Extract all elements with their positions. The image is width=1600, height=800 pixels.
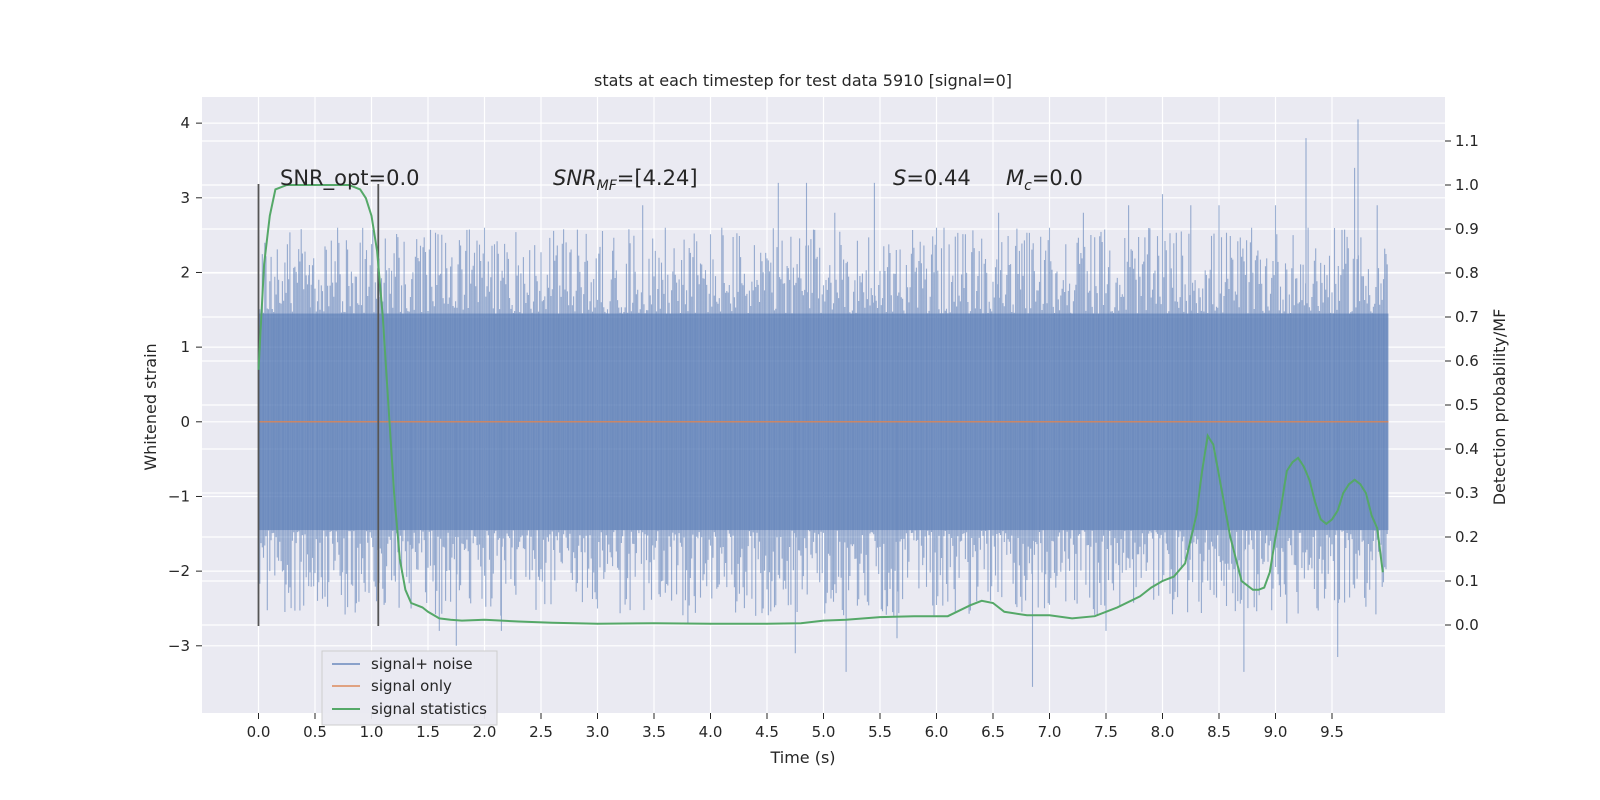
s-value: =0.44 (906, 166, 970, 190)
mc-base: M (1006, 166, 1024, 190)
mc-sub: c (1024, 178, 1032, 194)
y2-tick-label: 1.1 (1455, 132, 1479, 150)
x-tick-label: 2.0 (473, 723, 497, 741)
y2-tick-label: 0.8 (1455, 264, 1479, 282)
annotation-mc: Mc=0.0 (1006, 166, 1083, 194)
x-tick-label: 4.0 (699, 723, 723, 741)
x-tick-label: 7.5 (1094, 723, 1118, 741)
y-tick-label: −3 (168, 637, 190, 655)
x-tick-label: 5.0 (812, 723, 836, 741)
y-tick-label: 0 (180, 413, 190, 431)
y-tick-label: 2 (180, 263, 190, 281)
chart-title: stats at each timestep for test data 591… (594, 71, 1012, 90)
x-tick-label: 7.0 (1038, 723, 1062, 741)
x-tick-label: 1.5 (416, 723, 440, 741)
y-axis-label: Whitened strain (141, 343, 160, 470)
y2-axis-label: Detection probability/MF (1490, 309, 1509, 506)
annotation-snr-mf: SNRMF=[4.24] (553, 166, 698, 194)
y2-axis-ticks: 1.1 1.0 0.9 0.8 0.7 0.6 0.5 0.4 0.3 0.2 0.1 0.0 (1445, 132, 1479, 634)
y-tick-label: 3 (180, 189, 190, 207)
x-tick-label: 0.0 (247, 723, 271, 741)
x-tick-label: 6.5 (981, 723, 1005, 741)
x-tick-label: 6.0 (925, 723, 949, 741)
x-tick-label: 8.5 (1207, 723, 1231, 741)
snr-mf-sub: MF (597, 178, 618, 194)
legend-label-noise: signal+ noise (371, 655, 473, 673)
y2-tick-label: 0.1 (1455, 572, 1479, 590)
x-tick-label: 3.0 (586, 723, 610, 741)
y2-tick-label: 0.5 (1455, 396, 1479, 414)
x-tick-label: 2.5 (529, 723, 553, 741)
legend-label-signal: signal only (371, 677, 452, 695)
annotation-s: S=0.44 (893, 166, 971, 190)
x-tick-label: 8.0 (1151, 723, 1175, 741)
signal-statistics-series (257, 184, 1384, 625)
y2-tick-label: 0.6 (1455, 352, 1479, 370)
x-axis-ticks: 0.0 0.5 1.0 1.5 2.0 2.5 3.0 3.5 4.0 4.5 5.0 5.5 6.0 6… (247, 713, 1344, 741)
y2-tick-label: 0.9 (1455, 220, 1479, 238)
y-tick-label: 1 (180, 338, 190, 356)
y2-tick-label: 0.7 (1455, 308, 1479, 326)
x-tick-label: 0.5 (303, 723, 327, 741)
legend-label-stats: signal statistics (371, 700, 487, 718)
y2-tick-label: 0.2 (1455, 528, 1479, 546)
y-tick-label: −1 (168, 487, 190, 505)
y-tick-label: −2 (168, 562, 190, 580)
snr-mf-value: =[4.24] (617, 166, 698, 190)
x-tick-label: 1.0 (360, 723, 384, 741)
x-tick-label: 9.0 (1264, 723, 1288, 741)
legend: signal+ noise signal only signal statist… (321, 650, 498, 726)
y2-tick-label: 1.0 (1455, 176, 1479, 194)
x-tick-label: 5.5 (868, 723, 892, 741)
y2-tick-label: 0.3 (1455, 484, 1479, 502)
snr-mf-base: SNR (553, 166, 597, 190)
annotation-snr-opt: SNR_opt=0.0 (280, 166, 420, 191)
signal-statistics-line (257, 184, 1384, 625)
x-tick-label: 3.5 (642, 723, 666, 741)
mc-value: =0.0 (1032, 166, 1083, 190)
x-axis-label: Time (s) (769, 748, 835, 767)
x-tick-label: 4.5 (755, 723, 779, 741)
y-tick-label: 4 (180, 114, 190, 132)
s-label: S (893, 166, 906, 190)
y2-tick-label: 0.0 (1455, 616, 1479, 634)
y2-tick-label: 0.4 (1455, 440, 1479, 458)
y-axis-ticks: 4 3 2 1 0 −1 −2 −3 (168, 114, 202, 655)
x-tick-label: 9.5 (1320, 723, 1344, 741)
